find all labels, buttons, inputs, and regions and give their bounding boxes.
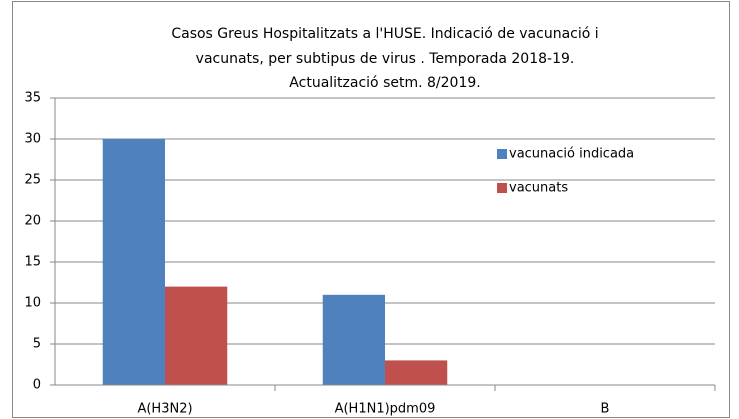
y-tick-label: 5 (33, 337, 41, 352)
chart-title: vacunats, per subtipus de virus . Tempor… (196, 51, 575, 67)
bar (102, 139, 165, 385)
x-tick-label: B (601, 402, 610, 417)
y-tick-label: 0 (33, 378, 41, 393)
y-tick-label: 30 (24, 132, 41, 147)
y-tick-label: 15 (24, 255, 41, 270)
legend-label: vacunació indicada (509, 147, 634, 162)
x-tick-label: A(H3N2) (137, 402, 192, 417)
y-tick-label: 20 (24, 214, 41, 229)
chart-title: Casos Greus Hospitalitzats a l'HUSE. Ind… (171, 26, 598, 42)
bar (385, 360, 448, 385)
y-tick-label: 35 (24, 91, 41, 106)
y-tick-label: 10 (24, 296, 41, 311)
bar (165, 286, 228, 385)
chart-title: Actualització setm. 8/2019. (289, 75, 480, 91)
bar (322, 294, 385, 385)
legend-swatch (497, 149, 507, 159)
legend-label: vacunats (509, 181, 568, 196)
y-tick-label: 25 (24, 173, 41, 188)
x-tick-label: A(H1N1)pdm09 (335, 402, 436, 417)
legend-swatch (497, 183, 507, 193)
